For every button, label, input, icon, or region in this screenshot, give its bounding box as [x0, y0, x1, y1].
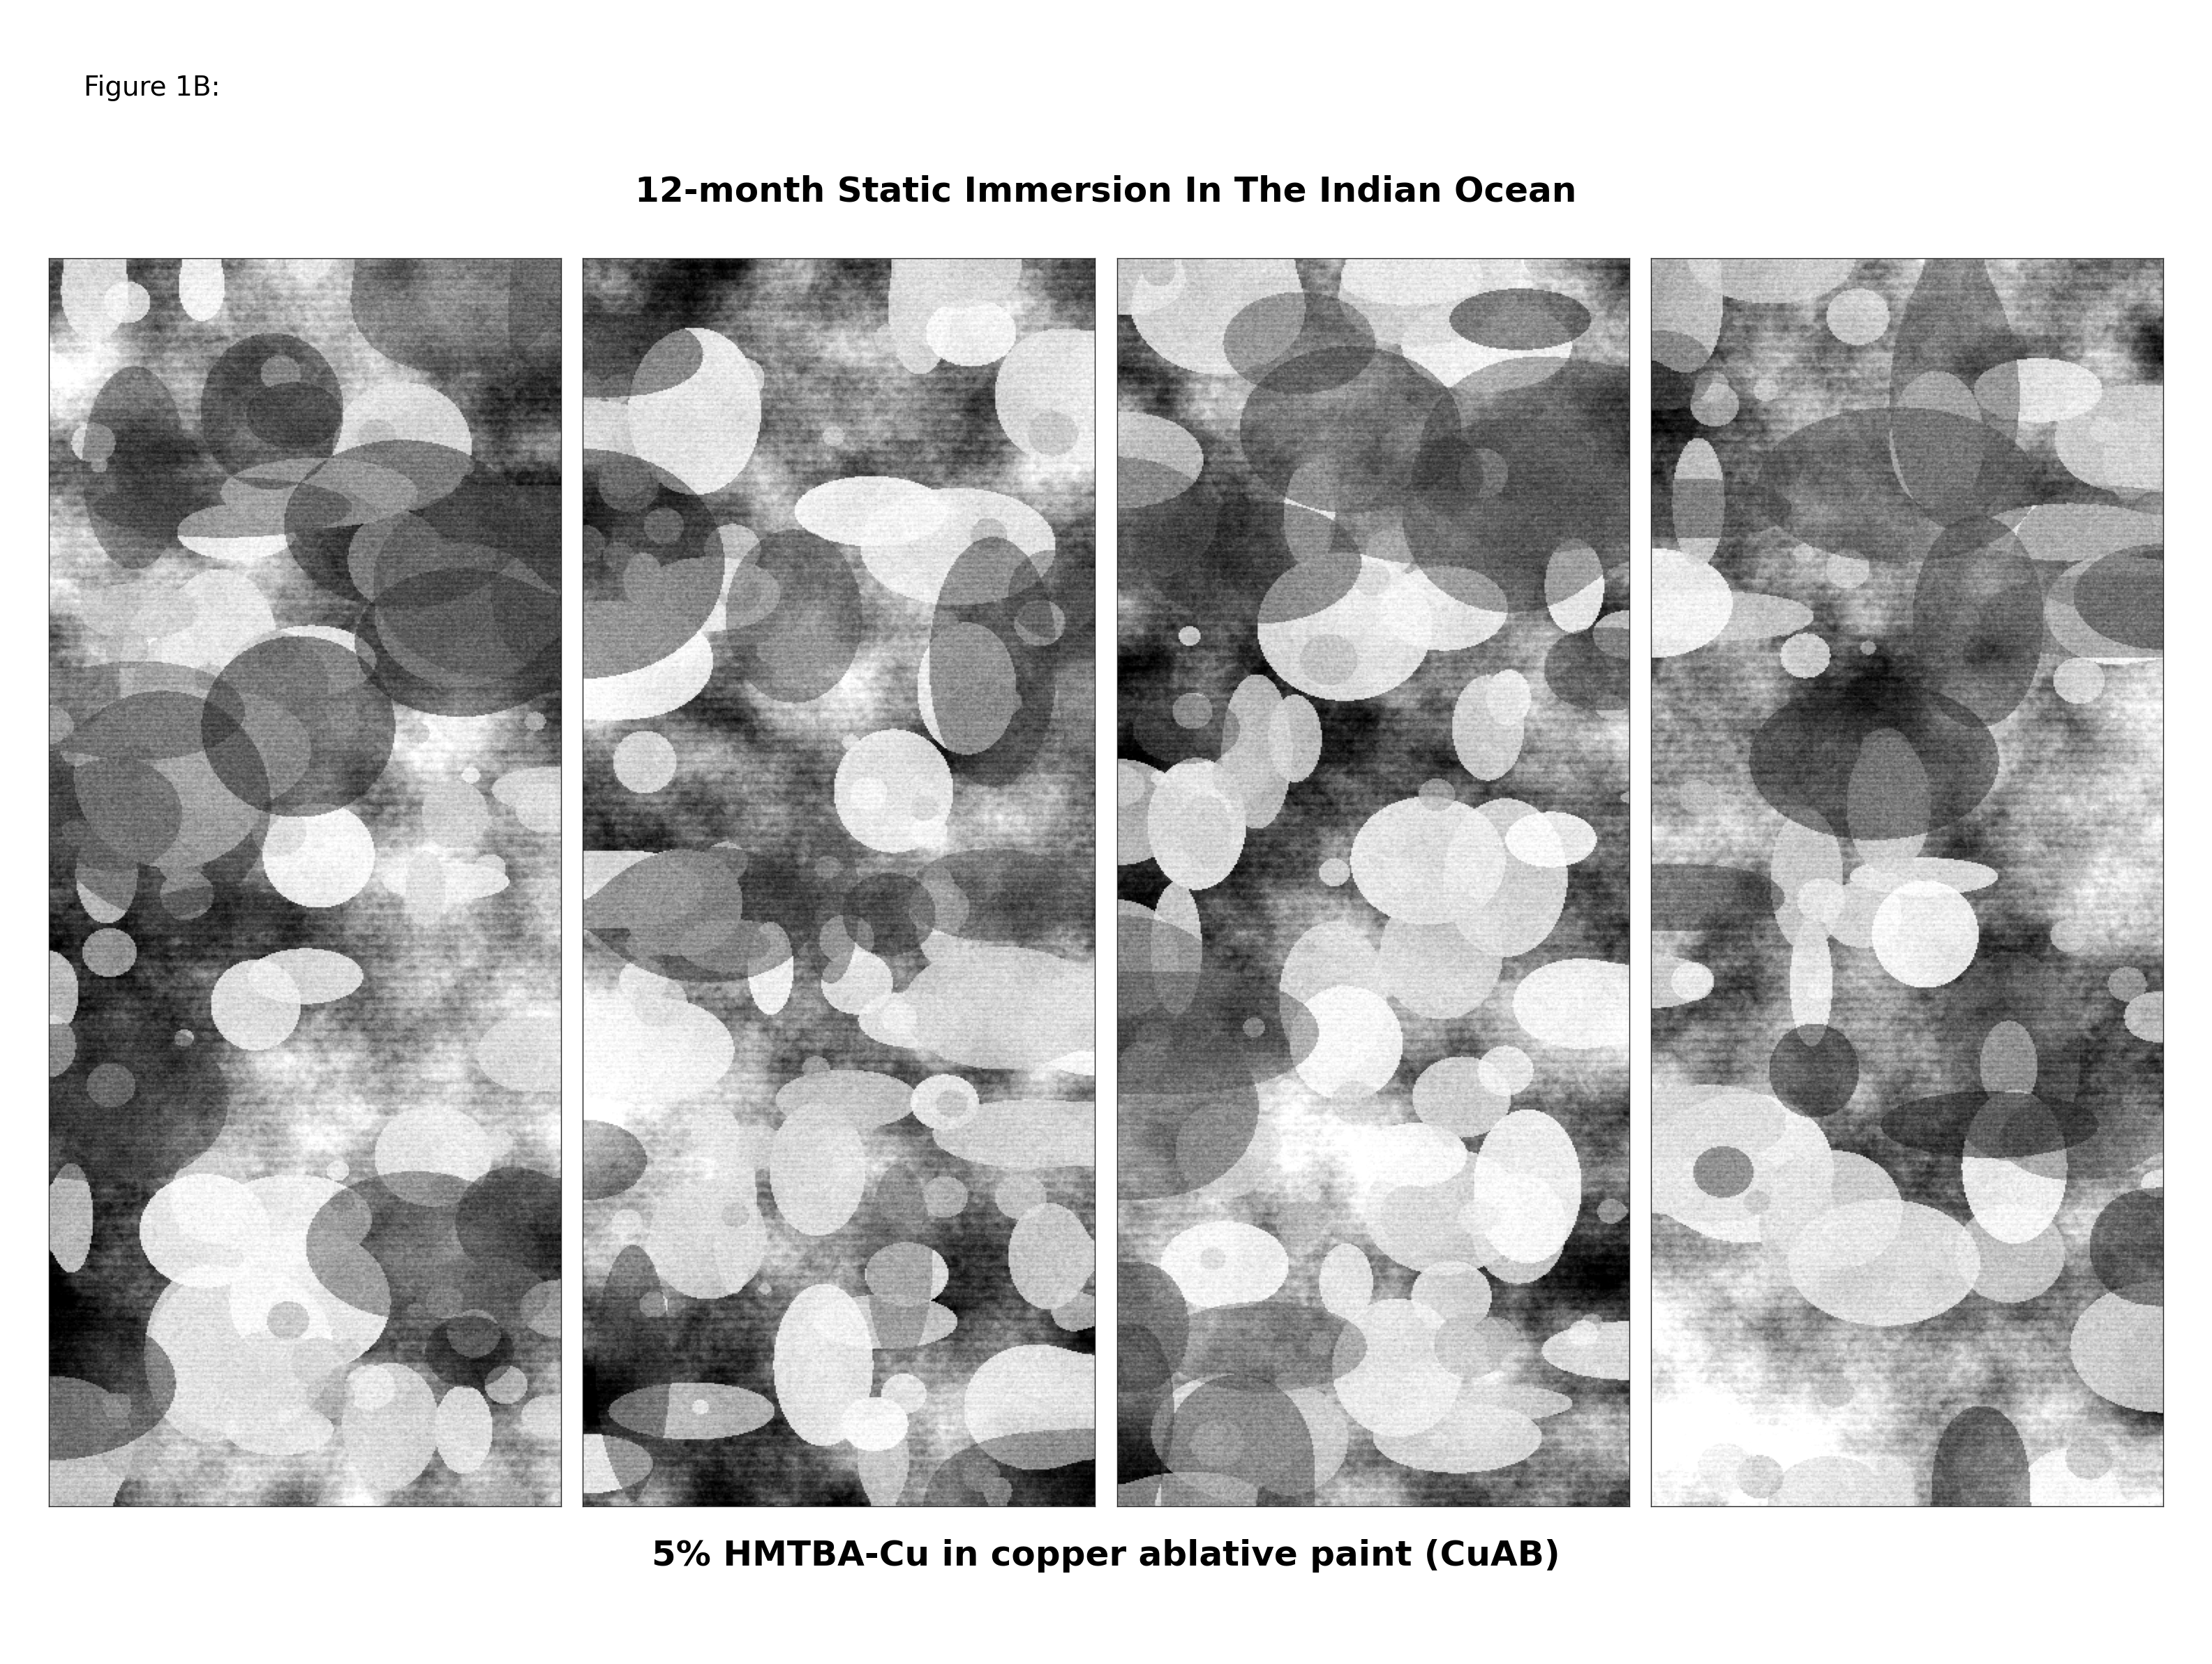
Text: 12-month Static Immersion In The Indian Ocean: 12-month Static Immersion In The Indian … — [635, 175, 1577, 208]
Text: 5% HMTBA-Cu in copper ablative paint (CuAB): 5% HMTBA-Cu in copper ablative paint (Cu… — [653, 1539, 1559, 1572]
Text: Figure 1B:: Figure 1B: — [84, 75, 221, 102]
